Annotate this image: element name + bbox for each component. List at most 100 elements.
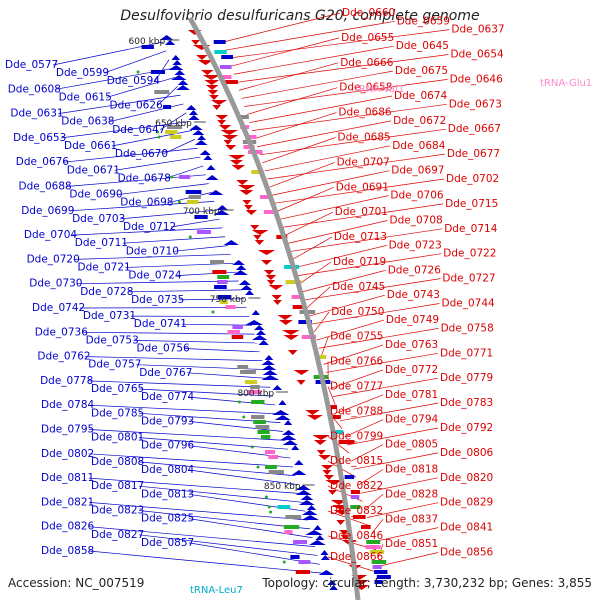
right-gene-label[interactable]: Dde_0677 (447, 148, 500, 160)
trna-label[interactable]: tRNA-Leu7 (190, 585, 243, 596)
right-gene-label[interactable]: Dde_0822 (330, 480, 383, 492)
right-gene-label[interactable]: Dde_0708 (390, 215, 443, 227)
left-gene-label[interactable]: Dde_0608 (8, 83, 61, 95)
right-gene-label[interactable]: Dde_0660 (342, 7, 395, 19)
right-gene-label[interactable]: Dde_0744 (442, 298, 496, 310)
right-gene-label[interactable]: Dde_0794 (385, 414, 439, 426)
right-gene-label[interactable]: Dde_0702 (446, 173, 499, 185)
left-gene-label[interactable]: Dde_0825 (141, 513, 194, 525)
left-gene-label[interactable]: Dde_0594 (107, 75, 161, 87)
right-gene-label[interactable]: Dde_0777 (330, 381, 383, 393)
left-gene-label[interactable]: Dde_0721 (78, 262, 131, 274)
left-gene-label[interactable]: Dde_0647 (112, 124, 165, 136)
left-gene-label[interactable]: Dde_0778 (40, 375, 93, 387)
right-gene-label[interactable]: Dde_0820 (440, 472, 493, 484)
left-gene-label[interactable]: Dde_0688 (19, 181, 72, 193)
left-gene-label[interactable]: Dde_0631 (10, 108, 63, 120)
right-gene-label[interactable]: Dde_0832 (330, 505, 383, 517)
right-gene-label[interactable]: Dde_0723 (389, 239, 442, 251)
left-gene-label[interactable]: Dde_0821 (41, 496, 94, 508)
left-gene-label[interactable]: Dde_0712 (123, 221, 176, 233)
right-gene-label[interactable]: Dde_0856 (440, 547, 494, 559)
right-gene-label[interactable]: Dde_0841 (440, 522, 493, 534)
right-gene-label[interactable]: Dde_0772 (385, 364, 438, 376)
left-gene-label[interactable]: Dde_0728 (80, 286, 133, 298)
right-gene-label[interactable]: Dde_0846 (330, 530, 384, 542)
right-gene-label[interactable]: Dde_0719 (333, 256, 386, 268)
left-gene-label[interactable]: Dde_0784 (41, 399, 95, 411)
right-gene-label[interactable]: Dde_0837 (385, 513, 438, 525)
right-gene-label[interactable]: Dde_0799 (330, 430, 383, 442)
right-gene-label[interactable]: Dde_0750 (331, 306, 384, 318)
right-gene-label[interactable]: Dde_0706 (390, 190, 444, 202)
right-gene-label[interactable]: Dde_0675 (395, 65, 448, 77)
right-gene-label[interactable]: Dde_0645 (396, 40, 449, 52)
left-gene-label[interactable]: Dde_0741 (134, 318, 187, 330)
right-gene-label[interactable]: Dde_0674 (394, 90, 448, 102)
right-gene-label[interactable]: Dde_0726 (388, 264, 442, 276)
left-gene-label[interactable]: Dde_0823 (91, 505, 144, 517)
right-gene-label[interactable]: Dde_0715 (445, 198, 498, 210)
right-gene-label[interactable]: Dde_0637 (451, 24, 504, 36)
left-gene-label[interactable]: Dde_0762 (37, 351, 90, 363)
left-gene-label[interactable]: Dde_0661 (64, 140, 117, 152)
right-gene-label[interactable]: Dde_0771 (440, 347, 493, 359)
right-gene-label[interactable]: Dde_0788 (330, 405, 383, 417)
right-gene-label[interactable]: Dde_0672 (393, 115, 446, 127)
right-gene-label[interactable]: Dde_0818 (385, 464, 438, 476)
left-gene-label[interactable]: Dde_0711 (75, 237, 128, 249)
left-gene-label[interactable]: Dde_0698 (120, 197, 173, 209)
left-gene-label[interactable]: Dde_0690 (69, 189, 122, 201)
right-gene-label[interactable]: Dde_0685 (338, 132, 391, 144)
left-gene-label[interactable]: Dde_0731 (83, 310, 136, 322)
right-gene-label[interactable]: Dde_0707 (337, 156, 390, 168)
left-gene-label[interactable]: Dde_0827 (91, 529, 144, 541)
right-gene-label[interactable]: Dde_0673 (449, 98, 502, 110)
trna-label[interactable]: tRNA-Val1 (355, 84, 404, 95)
left-gene-label[interactable]: Dde_0742 (32, 302, 85, 314)
right-gene-label[interactable]: Dde_0655 (341, 32, 394, 44)
left-gene-label[interactable]: Dde_0826 (41, 521, 95, 533)
right-gene-label[interactable]: Dde_0806 (440, 447, 494, 459)
right-gene-label[interactable]: Dde_0758 (441, 322, 494, 334)
left-gene-label[interactable]: Dde_0724 (128, 270, 182, 282)
right-gene-label[interactable]: Dde_0783 (440, 397, 493, 409)
right-gene-label[interactable]: Dde_0701 (335, 206, 388, 218)
left-gene-label[interactable]: Dde_0710 (126, 245, 179, 257)
right-gene-label[interactable]: Dde_0714 (444, 223, 498, 235)
right-gene-label[interactable]: Dde_0829 (440, 497, 493, 509)
left-gene-label[interactable]: Dde_0795 (41, 424, 94, 436)
left-gene-label[interactable]: Dde_0577 (5, 59, 58, 71)
right-gene-label[interactable]: Dde_0684 (392, 140, 446, 152)
left-gene-label[interactable]: Dde_0801 (91, 432, 144, 444)
left-gene-label[interactable]: Dde_0638 (61, 116, 114, 128)
right-gene-label[interactable]: Dde_0781 (385, 389, 438, 401)
left-gene-label[interactable]: Dde_0857 (141, 537, 194, 549)
right-gene-label[interactable]: Dde_0792 (440, 422, 493, 434)
left-gene-label[interactable]: Dde_0756 (137, 343, 191, 355)
right-gene-label[interactable]: Dde_0727 (442, 273, 495, 285)
left-gene-label[interactable]: Dde_0796 (141, 440, 195, 452)
left-gene-label[interactable]: Dde_0753 (86, 334, 139, 346)
right-gene-label[interactable]: Dde_0749 (386, 314, 439, 326)
right-gene-label[interactable]: Dde_0766 (330, 356, 384, 368)
right-gene-label[interactable]: Dde_0815 (330, 455, 383, 467)
right-gene-label[interactable]: Dde_0658 (339, 82, 392, 94)
right-gene-label[interactable]: Dde_0654 (451, 49, 505, 61)
left-gene-label[interactable]: Dde_0785 (91, 407, 144, 419)
left-gene-label[interactable]: Dde_0774 (141, 391, 195, 403)
left-gene-label[interactable]: Dde_0736 (35, 326, 89, 338)
right-gene-label[interactable]: Dde_0828 (385, 488, 438, 500)
left-gene-label[interactable]: Dde_0858 (41, 545, 94, 557)
right-gene-label[interactable]: Dde_0779 (440, 372, 493, 384)
left-gene-label[interactable]: Dde_0767 (139, 367, 192, 379)
left-gene-label[interactable]: Dde_0670 (115, 148, 168, 160)
left-gene-label[interactable]: Dde_0671 (67, 164, 120, 176)
right-gene-label[interactable]: Dde_0691 (336, 181, 389, 193)
left-gene-label[interactable]: Dde_0808 (91, 456, 144, 468)
right-gene-label[interactable]: Dde_0697 (391, 165, 444, 177)
left-gene-label[interactable]: Dde_0626 (110, 100, 164, 112)
right-gene-label[interactable]: Dde_0666 (340, 57, 394, 69)
right-gene-label[interactable]: Dde_0713 (334, 231, 387, 243)
left-gene-label[interactable]: Dde_0730 (29, 278, 82, 290)
